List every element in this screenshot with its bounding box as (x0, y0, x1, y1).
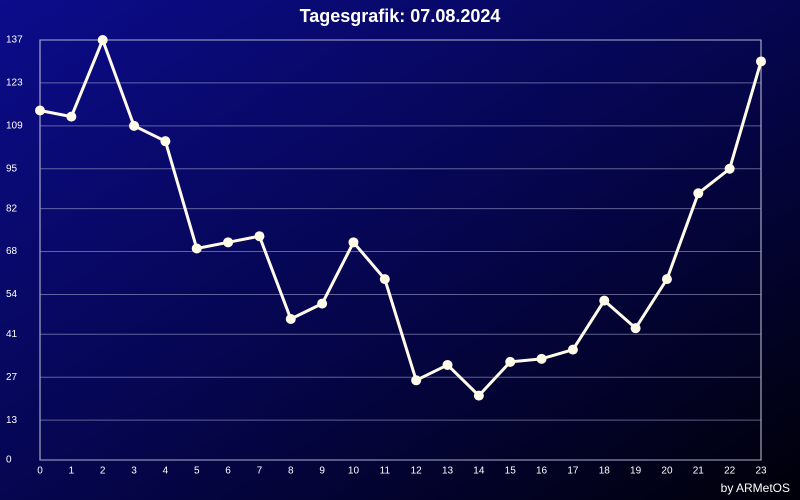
y-tick-label: 54 (6, 289, 18, 300)
y-tick-label: 82 (6, 203, 18, 214)
x-tick-label: 4 (163, 466, 169, 477)
x-tick-label: 19 (630, 466, 642, 477)
point (348, 237, 359, 248)
point (536, 353, 547, 364)
x-tick-label: 6 (225, 466, 231, 477)
y-tick-label: 0 (6, 455, 12, 466)
point (630, 323, 641, 334)
y-tick-label: 109 (6, 120, 23, 131)
point (191, 243, 202, 254)
x-tick-label: 12 (411, 466, 423, 477)
x-tick-label: 10 (348, 466, 360, 477)
point (724, 163, 735, 174)
credit: by ARMetOS (721, 481, 790, 495)
x-tick-label: 8 (288, 466, 294, 477)
point (160, 136, 171, 147)
x-tick-label: 22 (724, 466, 736, 477)
x-tick-label: 7 (257, 466, 263, 477)
x-tick-label: 9 (319, 466, 325, 477)
point (693, 188, 704, 199)
point (35, 105, 45, 116)
y-tick-label: 68 (6, 246, 18, 257)
x-tick-label: 17 (567, 466, 579, 477)
x-tick-label: 5 (194, 466, 200, 477)
point (97, 35, 108, 45)
point (411, 375, 422, 386)
y-tick-label: 41 (6, 329, 18, 340)
y-tick-label: 137 (6, 35, 23, 46)
x-tick-label: 13 (442, 466, 454, 477)
y-tick-label: 123 (6, 78, 23, 89)
point (285, 313, 296, 324)
point (567, 344, 578, 355)
x-tick-label: 14 (473, 466, 485, 477)
line (39, 38, 763, 398)
chart-title: Tagesgrafik: 07.08.2024 (300, 6, 501, 26)
y-tick-label: 27 (6, 372, 18, 383)
point (442, 359, 453, 370)
x-tick-label: 21 (693, 466, 705, 477)
x-tick-label: 18 (599, 466, 611, 477)
point (254, 231, 265, 242)
x-tick-label: 15 (505, 466, 517, 477)
point (505, 356, 516, 367)
y-tick-label: 95 (6, 163, 18, 174)
point (66, 111, 77, 122)
x-tick-label: 23 (755, 466, 767, 477)
x-tick-label: 1 (69, 466, 75, 477)
x-tick-label: 20 (661, 466, 673, 477)
point (223, 237, 234, 248)
x-tick-label: 2 (100, 466, 106, 477)
point (473, 390, 484, 401)
x-tick-label: 0 (37, 466, 43, 477)
x-tick-label: 3 (131, 466, 137, 477)
point (599, 295, 610, 306)
x-tick-label: 11 (380, 466, 391, 477)
x-tick-label: 16 (536, 466, 548, 477)
point (756, 56, 766, 67)
point (379, 274, 390, 285)
point (317, 298, 328, 309)
y-tick-label: 13 (6, 415, 18, 426)
point (129, 120, 140, 131)
point (661, 274, 672, 285)
